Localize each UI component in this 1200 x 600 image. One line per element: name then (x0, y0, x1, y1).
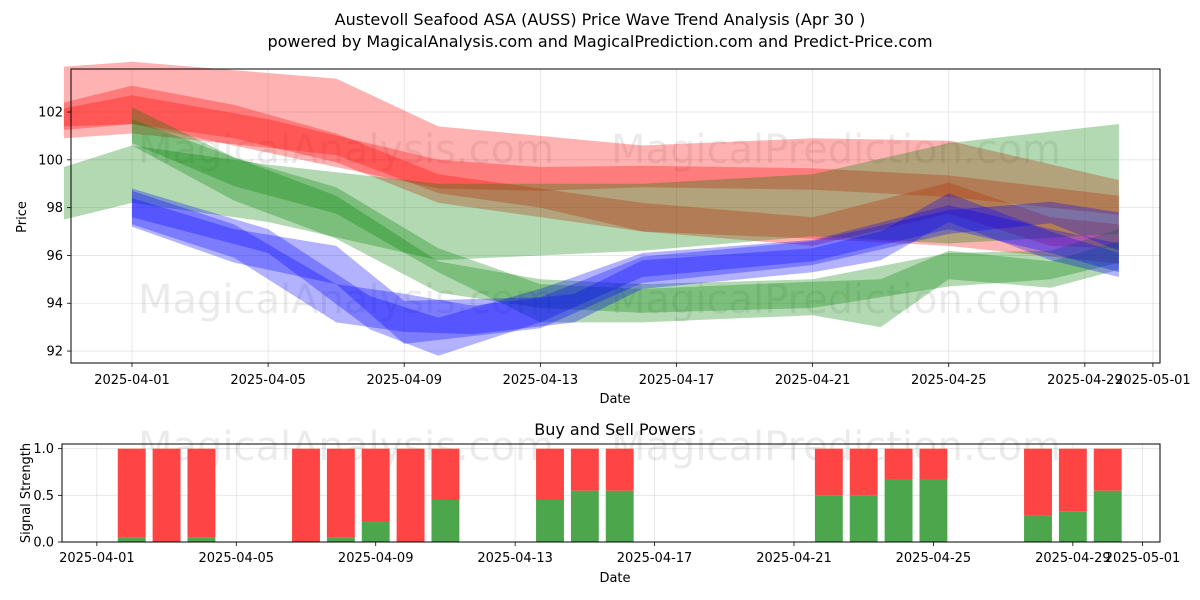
buy-sell-x-ticks: 2025-04-01 2025-04-05 2025-04-09 2025-04-13… (59, 542, 1180, 566)
price-y-tick-label-0: 92 (46, 345, 63, 360)
price-band-blue-6 (132, 198, 1119, 344)
buy-bar-2 (187, 537, 216, 542)
buy-sell-y-tick-label-2: 1.0 (33, 442, 54, 457)
watermark-analysis-top: MagicalAnalysis.com (138, 127, 554, 173)
buy-sell-x-tick-label-6: 2025-04-25 (896, 551, 972, 566)
sell-bar-7 (431, 448, 460, 500)
price-band-blue-8 (132, 188, 1119, 356)
price-y-tick-label-4: 100 (38, 153, 63, 168)
price-band-blue-7 (132, 190, 1119, 335)
buy-bar-11 (814, 495, 843, 542)
sell-bar-11 (814, 448, 843, 496)
buy-sell-title: Buy and Sell Powers (534, 420, 696, 439)
sell-bar-17 (1093, 448, 1122, 491)
price-y-tick-label-2: 96 (46, 249, 63, 264)
buy-sell-x-tick-label-5: 2025-04-21 (756, 551, 832, 566)
price-plot-frame (70, 68, 1161, 364)
price-x-tick-label-8: 2025-05-01 (1115, 373, 1191, 388)
buy-bar-12 (849, 495, 878, 542)
price-x-tick-label-5: 2025-04-21 (775, 373, 851, 388)
sell-bar-5 (361, 448, 390, 522)
buy-bar-17 (1093, 490, 1122, 542)
chart-title-line2: powered by MagicalAnalysis.com and Magic… (267, 32, 932, 51)
sell-bar-0 (117, 448, 146, 538)
sell-bar-9 (570, 448, 599, 491)
buy-sell-x-tick-label-4: 2025-04-17 (617, 551, 693, 566)
buy-sell-plot-frame (61, 443, 1161, 543)
sell-bar-8 (536, 448, 564, 500)
buy-sell-chart: Buy and Sell Powers MagicalAnalysis.com … (19, 420, 1180, 586)
price-plot-area (71, 69, 1160, 363)
price-x-ticks: 2025-04-01 2025-04-05 2025-04-09 2025-04-13… (94, 363, 1191, 388)
buy-bar-5 (361, 521, 390, 542)
price-y-tick-label-1: 94 (46, 297, 63, 312)
price-x-tick-label-7: 2025-04-29 (1047, 373, 1123, 388)
sell-bar-2 (187, 448, 216, 538)
price-band-green-3 (63, 124, 1119, 261)
price-band-green-4 (132, 107, 1119, 313)
buy-sell-x-tick-label-0: 2025-04-01 (59, 551, 135, 566)
price-x-tick-label-6: 2025-04-25 (911, 373, 987, 388)
price-x-tick-label-1: 2025-04-05 (230, 373, 306, 388)
price-y-axis-label: Price (15, 201, 30, 233)
price-x-axis-label: Date (599, 392, 630, 407)
buy-bar-16 (1058, 511, 1087, 542)
buy-sell-x-tick-label-8: 2025-05-01 (1105, 551, 1181, 566)
price-x-tick-label-4: 2025-04-17 (639, 373, 715, 388)
sell-bar-12 (849, 448, 878, 496)
price-y-tick-label-5: 102 (38, 106, 63, 121)
sell-bar-16 (1058, 448, 1087, 512)
sell-bar-14 (919, 448, 948, 480)
price-x-tick-label-3: 2025-04-13 (503, 373, 579, 388)
sell-bar-13 (884, 448, 913, 480)
sell-bar-6 (396, 448, 425, 542)
buy-bar-4 (326, 537, 355, 542)
buy-bar-10 (605, 490, 634, 542)
price-x-tick-label-0: 2025-04-01 (94, 373, 170, 388)
buy-sell-y-tick-label-1: 0.5 (33, 489, 54, 504)
buy-bar-13 (884, 479, 913, 542)
buy-sell-y-axis-label: Signal Strength (19, 443, 34, 543)
price-grid (71, 69, 1160, 363)
sell-bar-15 (1024, 448, 1052, 516)
buy-bar-14 (919, 479, 948, 542)
buy-sell-bars (117, 448, 1122, 542)
price-y-tick-label-3: 98 (46, 201, 63, 216)
buy-sell-y-ticks: 0.0 0.5 1.0 (33, 442, 62, 551)
buy-sell-y-tick-label-0: 0.0 (33, 536, 54, 551)
watermark-analysis-mid: MagicalAnalysis.com (138, 277, 554, 323)
price-y-ticks: 92 94 96 98 100 102 (38, 106, 71, 360)
price-bands (63, 61, 1119, 356)
watermark-prediction-mid: MagicalPrediction.com (611, 277, 1061, 323)
watermark-prediction-top: MagicalPrediction.com (611, 127, 1061, 173)
sell-bar-3 (292, 448, 320, 542)
buy-bar-15 (1024, 515, 1052, 542)
buy-bar-9 (570, 490, 599, 542)
buy-bar-8 (536, 500, 564, 542)
buy-sell-x-tick-label-3: 2025-04-13 (477, 551, 553, 566)
sell-bar-4 (326, 448, 355, 538)
chart-title-line1: Austevoll Seafood ASA (AUSS) Price Wave … (335, 10, 866, 29)
price-band-red-2 (63, 85, 1119, 249)
price-watermarks: MagicalAnalysis.com MagicalPrediction.co… (138, 127, 1061, 323)
sell-bar-10 (605, 448, 634, 491)
buy-sell-x-axis-label: Date (599, 571, 630, 586)
buy-bar-7 (431, 500, 460, 542)
price-x-tick-label-2: 2025-04-09 (366, 373, 442, 388)
price-wave-chart: MagicalAnalysis.com MagicalPrediction.co… (15, 61, 1191, 407)
buy-bar-0 (117, 537, 146, 542)
sell-bar-1 (152, 448, 181, 542)
buy-sell-x-tick-label-2: 2025-04-09 (338, 551, 414, 566)
price-band-red-1 (63, 95, 1119, 215)
buy-sell-x-tick-label-7: 2025-04-29 (1035, 551, 1111, 566)
buy-sell-x-tick-label-1: 2025-04-05 (199, 551, 275, 566)
price-band-red-0 (63, 61, 1119, 264)
